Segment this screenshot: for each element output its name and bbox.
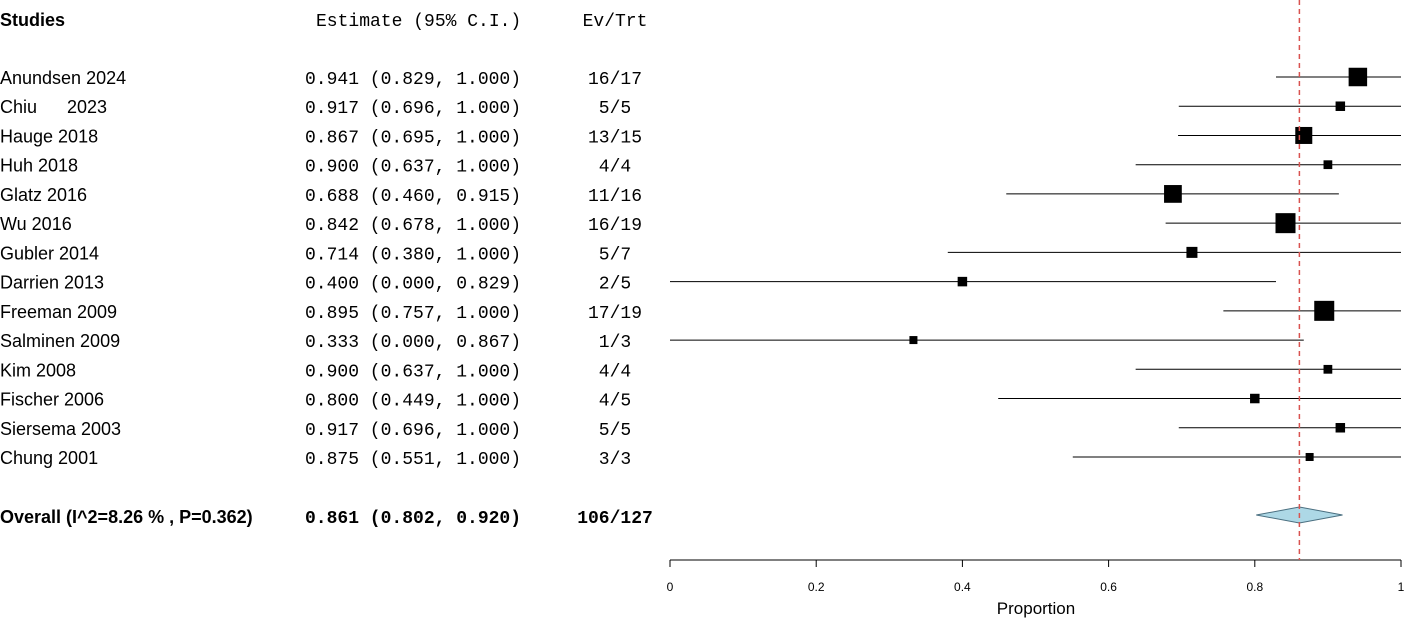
point-estimate xyxy=(909,336,918,345)
study-name: Darrien 2013 xyxy=(0,273,104,293)
point-estimate xyxy=(1186,246,1198,258)
study-estimate-text: 0.400 (0.000, 0.829) xyxy=(305,275,521,295)
x-tick-label: 0 xyxy=(667,580,674,594)
point-estimate xyxy=(957,276,968,287)
point-estimate xyxy=(1275,213,1296,234)
study-events: 11/16 xyxy=(588,187,642,207)
study-name: Kim 2008 xyxy=(0,360,76,380)
point-estimate xyxy=(1335,423,1346,433)
plot-marks xyxy=(670,67,1401,461)
study-estimate-text: 0.333 (0.000, 0.867) xyxy=(305,333,521,353)
point-estimate xyxy=(1323,160,1333,170)
header-estimate: Estimate (95% C.I.) xyxy=(316,12,521,32)
x-tick-label: 1 xyxy=(1398,580,1405,594)
point-estimate xyxy=(1164,185,1182,203)
study-name: Chiu 2023 xyxy=(0,97,107,117)
header-events: Ev/Trt xyxy=(583,12,648,32)
study-events: 4/4 xyxy=(599,158,631,178)
study-name: Anundsen 2024 xyxy=(0,68,126,88)
study-events: 4/5 xyxy=(599,392,631,412)
x-axis-title: Proportion xyxy=(997,599,1075,618)
study-name: Wu 2016 xyxy=(0,214,72,234)
point-estimate xyxy=(1335,101,1346,111)
study-events: 1/3 xyxy=(599,333,631,353)
study-estimate-text: 0.895 (0.757, 1.000) xyxy=(305,304,521,324)
overall-estimate-text: 0.861 (0.802, 0.920) xyxy=(305,509,521,529)
study-events: 5/5 xyxy=(599,99,631,119)
x-tick-label: 0.4 xyxy=(954,580,971,594)
point-estimate xyxy=(1323,364,1333,374)
x-axis: 0 0.2 0.4 0.6 0.8 1 xyxy=(667,559,1405,594)
point-estimate xyxy=(1305,452,1314,461)
study-name: Chung 2001 xyxy=(0,448,98,468)
study-name: Freeman 2009 xyxy=(0,302,117,322)
point-estimate xyxy=(1250,393,1260,404)
x-tick-label: 0.2 xyxy=(808,580,825,594)
study-name: Fischer 2006 xyxy=(0,390,104,410)
study-events: 4/4 xyxy=(599,362,631,382)
study-events: 5/7 xyxy=(599,245,631,265)
study-estimate-text: 0.714 (0.380, 1.000) xyxy=(305,245,521,265)
study-events: 16/19 xyxy=(588,216,642,236)
study-events: 13/15 xyxy=(588,128,642,148)
study-estimate-text: 0.900 (0.637, 1.000) xyxy=(305,362,521,382)
study-name: Hauge 2018 xyxy=(0,126,98,146)
study-name: Salminen 2009 xyxy=(0,331,120,351)
point-estimate xyxy=(1295,126,1313,144)
study-name: Huh 2018 xyxy=(0,156,78,176)
study-name: Siersema 2003 xyxy=(0,419,121,439)
study-name: Gubler 2014 xyxy=(0,243,99,263)
study-estimate-text: 0.842 (0.678, 1.000) xyxy=(305,216,521,236)
study-estimate-text: 0.941 (0.829, 1.000) xyxy=(305,70,521,90)
point-estimate xyxy=(1348,67,1368,87)
study-estimate-text: 0.917 (0.696, 1.000) xyxy=(305,99,521,119)
point-estimate xyxy=(1314,300,1335,321)
overall-events: 106/127 xyxy=(577,509,653,529)
study-events: 16/17 xyxy=(588,70,642,90)
study-rows: Anundsen 2024 0.941 (0.829, 1.000) 16/17 Ch… xyxy=(0,68,642,470)
study-estimate-text: 0.800 (0.449, 1.000) xyxy=(305,392,521,412)
study-estimate-text: 0.917 (0.696, 1.000) xyxy=(305,421,521,441)
study-estimate-text: 0.900 (0.637, 1.000) xyxy=(305,158,521,178)
study-estimate-text: 0.867 (0.695, 1.000) xyxy=(305,128,521,148)
header-studies: Studies xyxy=(0,10,65,30)
study-estimate-text: 0.875 (0.551, 1.000) xyxy=(305,450,521,470)
study-name: Glatz 2016 xyxy=(0,185,87,205)
study-estimate-text: 0.688 (0.460, 0.915) xyxy=(305,187,521,207)
overall-label: Overall (I^2=8.26 % , P=0.362) xyxy=(0,507,253,527)
study-events: 5/5 xyxy=(599,421,631,441)
study-events: 3/3 xyxy=(599,450,631,470)
x-tick-label: 0.6 xyxy=(1100,580,1117,594)
study-events: 17/19 xyxy=(588,304,642,324)
x-tick-label: 0.8 xyxy=(1246,580,1263,594)
study-events: 2/5 xyxy=(599,275,631,295)
